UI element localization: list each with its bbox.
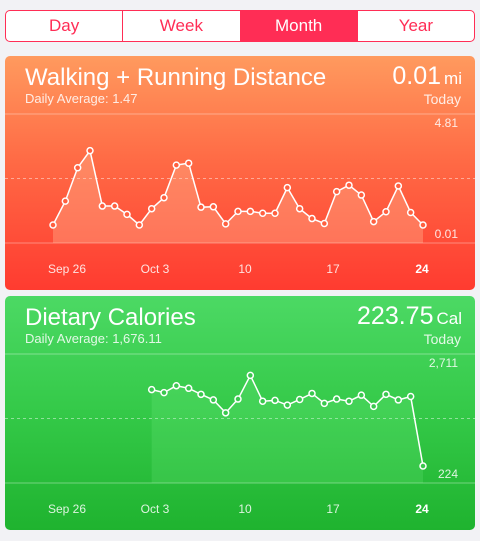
data-point	[419, 221, 427, 229]
data-point	[382, 390, 390, 399]
data-point	[271, 209, 279, 217]
data-point	[209, 396, 218, 404]
x-tick-label: Oct 3	[141, 262, 170, 276]
y-min-label: 0.01	[435, 227, 459, 241]
segment-month[interactable]: Month	[240, 11, 358, 41]
data-point	[320, 219, 329, 228]
data-point	[209, 203, 218, 211]
walking-running-card[interactable]: 4.81 0.01 Sep 26 Oct 3 10 17 24 Walking + Runn…	[5, 56, 475, 290]
data-point	[271, 396, 279, 405]
data-point	[197, 390, 205, 399]
data-point	[419, 462, 427, 470]
data-point	[160, 388, 168, 397]
x-tick-label: Sep 26	[48, 262, 86, 276]
data-point	[357, 391, 366, 399]
daily-average: Daily Average: 1.47	[25, 91, 138, 106]
data-point	[406, 392, 415, 401]
today-label: Today	[423, 91, 461, 107]
data-point	[160, 193, 168, 202]
segment-year[interactable]: Year	[398, 16, 434, 35]
value-number: 0.01	[392, 62, 442, 90]
daily-average: Daily Average: 1,676.11	[25, 331, 162, 346]
data-point	[197, 203, 205, 211]
value-unit: Cal	[436, 309, 462, 328]
data-point	[184, 384, 193, 393]
x-tick-label: 10	[238, 502, 252, 516]
x-tick-label: 17	[326, 262, 340, 276]
card-title: Dietary Calories	[25, 304, 196, 331]
data-point	[332, 187, 341, 196]
y-max-label: 4.81	[435, 116, 459, 130]
x-tick-label: Oct 3	[141, 502, 170, 516]
data-point	[357, 191, 366, 199]
x-tick-label: 17	[326, 502, 340, 516]
y-min-label: 224	[438, 467, 458, 481]
data-point	[147, 204, 156, 213]
data-point	[394, 396, 403, 404]
data-point	[49, 221, 57, 229]
data-point	[172, 381, 181, 390]
data-point	[369, 402, 378, 411]
data-point	[234, 395, 242, 403]
data-point	[258, 209, 267, 217]
dietary-calories-chart: 2,711 224 Sep 26 Oct 3 10 17 24	[5, 353, 475, 516]
card-title: Walking + Running Distance	[25, 64, 327, 91]
data-point	[382, 207, 390, 216]
data-point	[172, 161, 181, 169]
value-unit: mi	[444, 69, 462, 88]
data-point	[406, 208, 415, 217]
area-fill	[151, 375, 423, 483]
data-point	[283, 401, 292, 409]
data-point	[345, 181, 353, 189]
data-point	[369, 217, 378, 226]
current-value: 0.01 mi	[392, 62, 462, 91]
area-fill	[53, 150, 423, 243]
data-point	[73, 163, 82, 172]
data-point	[110, 202, 119, 210]
data-point	[221, 409, 230, 417]
data-point	[345, 397, 353, 405]
x-tick-label: 24	[415, 262, 429, 276]
walking-running-chart: 4.81 0.01 Sep 26 Oct 3 10 17 24	[5, 113, 475, 276]
segment-day[interactable]: Day	[6, 11, 124, 41]
data-point	[135, 221, 144, 229]
data-point	[295, 395, 304, 404]
data-point	[258, 397, 267, 405]
time-range-segmented-control: Day Week Month Year	[5, 10, 475, 42]
today-label: Today	[423, 331, 461, 347]
data-point	[308, 389, 316, 398]
data-point	[332, 395, 341, 403]
data-point	[308, 214, 316, 223]
data-point	[61, 197, 70, 205]
segment-week[interactable]: Week	[123, 11, 241, 41]
y-max-label: 2,711	[429, 356, 458, 370]
data-point	[234, 207, 242, 216]
x-tick-label: 24	[415, 502, 429, 516]
x-tick-label: 10	[238, 262, 252, 276]
data-point	[123, 210, 131, 219]
data-point	[295, 204, 304, 213]
data-point	[320, 399, 329, 408]
data-point	[98, 202, 107, 210]
data-point	[246, 207, 255, 216]
data-point	[184, 159, 193, 167]
data-point	[394, 182, 403, 190]
data-point	[221, 220, 230, 228]
data-point	[86, 146, 94, 155]
value-number: 223.75	[357, 302, 434, 330]
data-point	[283, 183, 292, 192]
data-point	[147, 385, 156, 394]
x-tick-label: Sep 26	[48, 502, 86, 516]
data-point	[246, 371, 255, 380]
dietary-calories-card[interactable]: 2,711 224 Sep 26 Oct 3 10 17 24 Dietary Calori…	[5, 296, 475, 530]
current-value: 223.75 Cal	[357, 302, 462, 331]
